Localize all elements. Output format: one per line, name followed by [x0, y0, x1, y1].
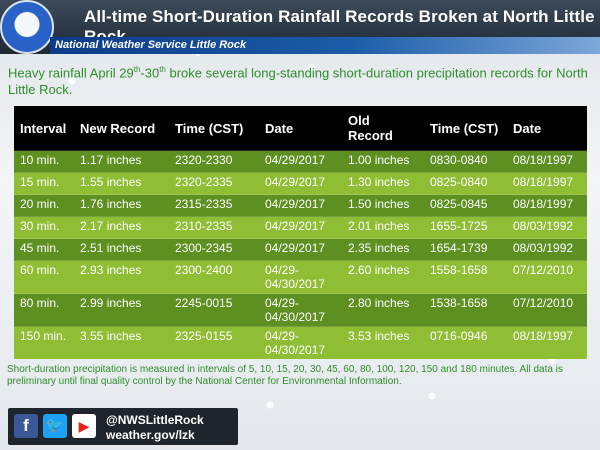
- cell-old-record: 1.00 inches: [342, 150, 424, 173]
- cell-date-old: 07/12/2010: [507, 293, 587, 327]
- cell-date-old: 08/18/1997: [507, 194, 587, 217]
- page-subtitle: National Weather Service Little Rock: [50, 37, 600, 54]
- cell-old-record: 2.60 inches: [342, 260, 424, 294]
- cell-time-old: 1538-1658: [424, 293, 507, 327]
- header-interval: Interval: [14, 106, 74, 151]
- cell-new-record: 1.17 inches: [74, 150, 169, 173]
- header-old-record: Old Record: [342, 106, 424, 151]
- cell-time-new: 2300-2345: [169, 238, 259, 261]
- cell-date-new: 04/29/2017: [259, 194, 342, 217]
- table-row: 150 min. 3.55 inches 2325-0155 04/29- 04…: [14, 326, 587, 359]
- cell-date-old: 08/18/1997: [507, 150, 587, 173]
- cell-time-old: 1654-1739: [424, 238, 507, 261]
- cell-time-old: 0716-0946: [424, 326, 507, 359]
- cell-time-new: 2245-0015: [169, 293, 259, 327]
- cell-interval: 150 min.: [14, 326, 74, 359]
- header-new-record: New Record: [74, 106, 169, 151]
- table-row: 45 min. 2.51 inches 2300-2345 04/29/2017…: [14, 238, 587, 261]
- cell-old-record: 3.53 inches: [342, 326, 424, 359]
- records-table: Interval New Record Time (CST) Date Old …: [14, 106, 587, 359]
- table-row: 30 min. 2.17 inches 2310-2335 04/29/2017…: [14, 216, 587, 239]
- social-bar: f 🐦 ▶ @NWSLittleRock weather.gov/lzk: [8, 408, 238, 445]
- cell-time-old: 1558-1658: [424, 260, 507, 294]
- cell-date-new: 04/29/2017: [259, 172, 342, 195]
- cell-time-new: 2310-2335: [169, 216, 259, 239]
- lead-text-before: Heavy rainfall April 29: [8, 65, 134, 81]
- cell-date-new: 04/29/2017: [259, 216, 342, 239]
- table-row: 20 min. 1.76 inches 2315-2335 04/29/2017…: [14, 194, 587, 217]
- table-row: 80 min. 2.99 inches 2245-0015 04/29- 04/…: [14, 293, 587, 327]
- cell-date-new: 04/29- 04/30/2017: [259, 326, 342, 359]
- cell-interval: 30 min.: [14, 216, 74, 239]
- cell-time-old: 0830-0840: [424, 150, 507, 173]
- cell-interval: 80 min.: [14, 293, 74, 327]
- header-date-new: Date: [259, 106, 342, 151]
- cell-interval: 60 min.: [14, 260, 74, 294]
- header-time-cst-old: Time (CST): [424, 106, 507, 151]
- youtube-icon[interactable]: ▶: [72, 414, 96, 438]
- header-date-old: Date: [507, 106, 587, 151]
- footnote: Short-duration precipitation is measured…: [7, 364, 563, 387]
- lead-text-middle: -30: [140, 65, 160, 81]
- lead-text-after: broke several long-standing short-durati…: [8, 65, 588, 98]
- lead-sup-2: th: [159, 65, 166, 74]
- table-row: 10 min. 1.17 inches 2320-2330 04/29/2017…: [14, 150, 587, 173]
- cell-date-new: 04/29/2017: [259, 238, 342, 261]
- cell-time-old: 1655-1725: [424, 216, 507, 239]
- cell-time-new: 2300-2400: [169, 260, 259, 294]
- nws-logo: [0, 0, 54, 54]
- cell-time-old: 0825-0845: [424, 194, 507, 217]
- cell-interval: 10 min.: [14, 150, 74, 173]
- header-time-cst-new: Time (CST): [169, 106, 259, 151]
- cell-date-old: 08/03/1992: [507, 216, 587, 239]
- social-handle[interactable]: @NWSLittleRock: [106, 413, 204, 427]
- cell-date-new: 04/29/2017: [259, 150, 342, 173]
- cell-new-record: 1.76 inches: [74, 194, 169, 217]
- cell-new-record: 2.51 inches: [74, 238, 169, 261]
- twitter-icon[interactable]: 🐦: [43, 414, 67, 438]
- cell-time-new: 2320-2330: [169, 150, 259, 173]
- cell-old-record: 2.80 inches: [342, 293, 424, 327]
- website-link[interactable]: weather.gov/lzk: [106, 428, 195, 442]
- cell-date-new: 04/29- 04/30/2017: [259, 260, 342, 294]
- cell-date-new: 04/29- 04/30/2017: [259, 293, 342, 327]
- cell-old-record: 1.50 inches: [342, 194, 424, 217]
- cell-date-old: 08/18/1997: [507, 172, 587, 195]
- cell-interval: 45 min.: [14, 238, 74, 261]
- table-header-row: Interval New Record Time (CST) Date Old …: [14, 106, 587, 151]
- facebook-icon[interactable]: f: [14, 414, 38, 438]
- cell-new-record: 2.99 inches: [74, 293, 169, 327]
- cell-new-record: 1.55 inches: [74, 172, 169, 195]
- cell-new-record: 3.55 inches: [74, 326, 169, 359]
- cell-new-record: 2.93 inches: [74, 260, 169, 294]
- rainfall-records-table: Interval New Record Time (CST) Date Old …: [14, 106, 587, 359]
- lead-paragraph: Heavy rainfall April 29th-30th broke sev…: [8, 61, 592, 98]
- cell-time-new: 2320-2335: [169, 172, 259, 195]
- cell-date-old: 08/03/1992: [507, 238, 587, 261]
- cell-time-new: 2325-0155: [169, 326, 259, 359]
- cell-interval: 15 min.: [14, 172, 74, 195]
- cell-time-new: 2315-2335: [169, 194, 259, 217]
- cell-old-record: 2.01 inches: [342, 216, 424, 239]
- cell-date-old: 08/18/1997: [507, 326, 587, 359]
- cell-interval: 20 min.: [14, 194, 74, 217]
- cell-old-record: 1.30 inches: [342, 172, 424, 195]
- page-header: All-time Short-Duration Rainfall Records…: [0, 0, 600, 54]
- cell-date-old: 07/12/2010: [507, 260, 587, 294]
- cell-old-record: 2.35 inches: [342, 238, 424, 261]
- cell-new-record: 2.17 inches: [74, 216, 169, 239]
- cell-time-old: 0825-0840: [424, 172, 507, 195]
- table-row: 15 min. 1.55 inches 2320-2335 04/29/2017…: [14, 172, 587, 195]
- table-row: 60 min. 2.93 inches 2300-2400 04/29- 04/…: [14, 260, 587, 294]
- lead-sup-1: th: [133, 65, 141, 74]
